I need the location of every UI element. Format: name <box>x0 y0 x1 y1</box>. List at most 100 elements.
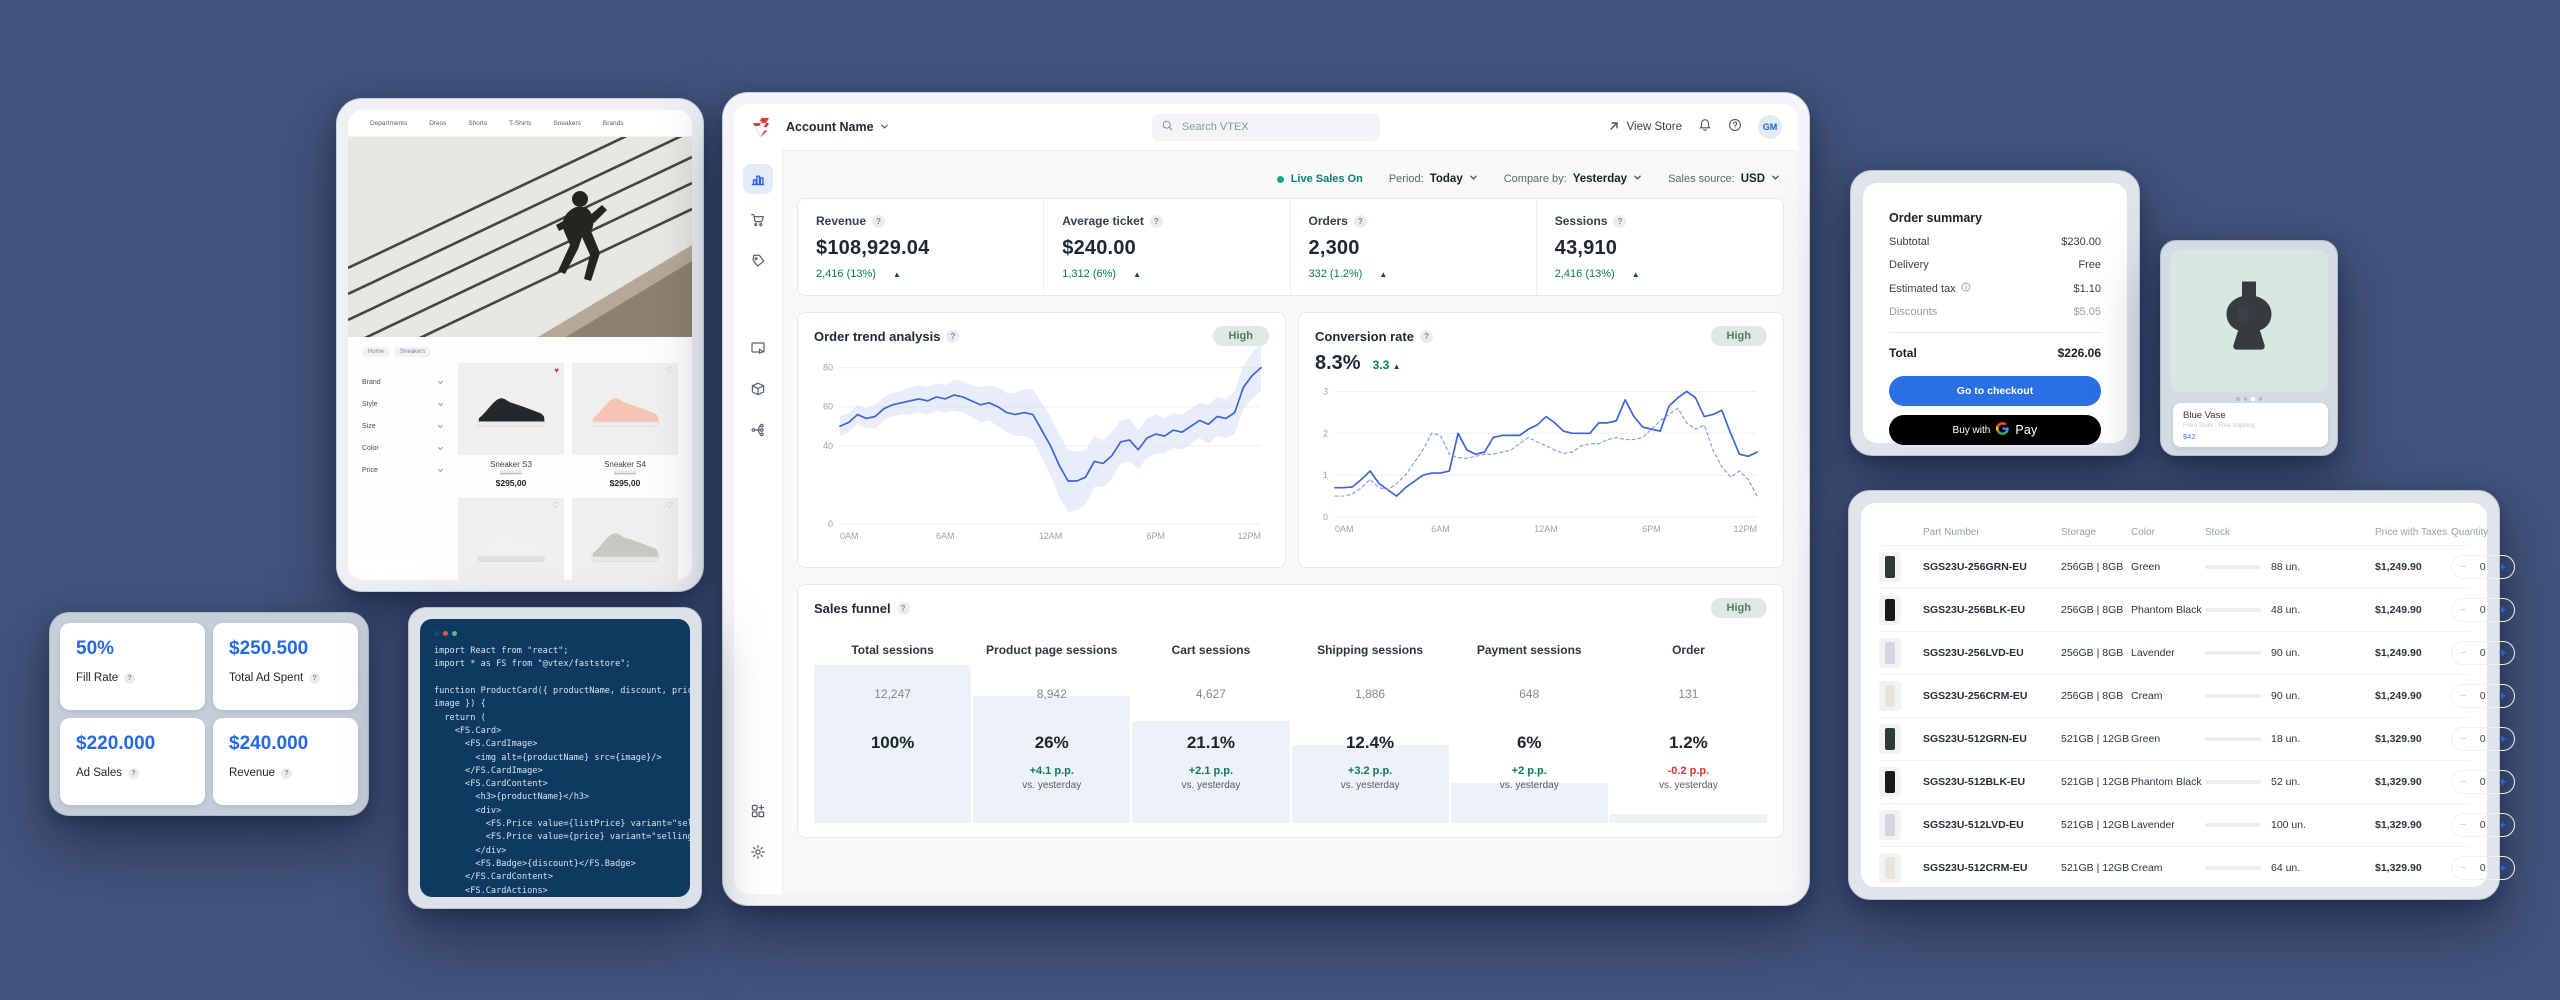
increase-quantity-button[interactable]: + <box>2498 603 2506 617</box>
quantity-stepper[interactable]: −0 + <box>2451 598 2515 622</box>
wishlist-heart-icon[interactable]: ♡ <box>665 366 673 375</box>
nav-item-tshirts[interactable]: T-Shirts <box>509 119 532 127</box>
catalog-box-icon[interactable] <box>743 374 773 404</box>
decrease-quantity-button[interactable]: − <box>2460 862 2467 874</box>
apps-add-icon[interactable] <box>743 796 773 826</box>
stock-cell: 88 un. <box>2205 561 2355 573</box>
search-input[interactable] <box>1180 120 1324 134</box>
nav-item-shorts[interactable]: Shorts <box>468 119 487 127</box>
product-card[interactable]: ♡ Sneaker S4 $390,00 $295,00 <box>572 363 678 488</box>
wishlist-heart-icon[interactable]: ♡ <box>551 501 559 510</box>
gpay-button[interactable]: Buy with Pay <box>1889 415 2101 445</box>
quantity-stepper[interactable]: −0 + <box>2451 770 2515 794</box>
stock-label: 48 un. <box>2271 604 2301 616</box>
filter-size[interactable]: Size <box>362 415 444 437</box>
filter-brand[interactable]: Brand <box>362 371 444 393</box>
quantity-stepper[interactable]: −0 + <box>2451 727 2515 751</box>
funnel-step-label: Order <box>1672 643 1705 657</box>
help-icon[interactable]: ? <box>1353 214 1367 228</box>
increase-quantity-button[interactable]: + <box>2498 689 2506 703</box>
carousel-dot[interactable] <box>2251 397 2255 401</box>
bell-icon[interactable] <box>1698 118 1712 137</box>
help-icon[interactable]: ? <box>281 767 293 779</box>
product-card[interactable]: ♡ <box>458 498 564 580</box>
carousel-dot[interactable] <box>2258 397 2262 401</box>
help-icon[interactable]: ? <box>1613 214 1627 228</box>
stock-cell: 100 un. <box>2205 819 2355 831</box>
help-icon[interactable]: ? <box>128 767 140 779</box>
quantity-stepper[interactable]: −0 + <box>2451 555 2515 579</box>
increase-quantity-button[interactable]: + <box>2498 861 2506 875</box>
wishlist-heart-filled-icon[interactable]: ♥ <box>554 366 559 375</box>
filter-price[interactable]: Price <box>362 459 444 481</box>
view-store-label: View Store <box>1626 121 1682 133</box>
funnel-step-percent: 6% <box>1516 733 1542 752</box>
filter-style[interactable]: Style <box>362 393 444 415</box>
quantity-stepper[interactable]: −0 + <box>2451 856 2515 880</box>
stock-bar-track <box>2205 694 2261 698</box>
help-icon[interactable]: ? <box>872 214 886 228</box>
stock-bar-track <box>2205 651 2261 655</box>
nav-item-sneakers[interactable]: Sneakers <box>553 119 581 127</box>
increase-quantity-button[interactable]: + <box>2498 732 2506 746</box>
increase-quantity-button[interactable]: + <box>2498 560 2506 574</box>
increase-quantity-button[interactable]: + <box>2498 818 2506 832</box>
increase-quantity-button[interactable]: + <box>2498 646 2506 660</box>
filter-color[interactable]: Color <box>362 437 444 459</box>
view-store-button[interactable]: View Store <box>1607 119 1682 136</box>
orders-cart-icon[interactable] <box>743 205 773 235</box>
product-info-card: Blue Vase From Store - Free shipping $42 <box>2173 403 2328 447</box>
nav-item-dress[interactable]: Dress <box>429 119 447 127</box>
decrease-quantity-button[interactable]: − <box>2460 819 2467 831</box>
quantity-stepper[interactable]: −0 + <box>2451 641 2515 665</box>
account-switcher[interactable]: Account Name <box>786 120 889 134</box>
help-icon[interactable] <box>1728 118 1742 137</box>
period-select[interactable]: Period: Today <box>1389 173 1478 185</box>
decrease-quantity-button[interactable]: − <box>2460 647 2467 659</box>
wishlist-heart-icon[interactable]: ♡ <box>665 501 673 510</box>
global-search[interactable] <box>1152 113 1380 141</box>
stock-cell: 52 un. <box>2205 776 2355 788</box>
promotions-tag-icon[interactable] <box>743 246 773 276</box>
carousel-dot[interactable] <box>2243 397 2247 401</box>
product-card[interactable]: ♡ <box>572 498 678 580</box>
help-icon[interactable]: ? <box>309 672 321 684</box>
nav-item-departments[interactable]: Departments <box>370 119 408 127</box>
avatar[interactable]: GM <box>1758 115 1782 139</box>
live-sales-toggle[interactable]: Live Sales On <box>1276 173 1363 185</box>
stock-label: 90 un. <box>2271 647 2301 659</box>
breadcrumb-chip[interactable]: Home <box>362 347 391 357</box>
storefront-media-icon[interactable] <box>743 333 773 363</box>
decrease-quantity-button[interactable]: − <box>2460 733 2467 745</box>
analytics-icon[interactable] <box>743 164 773 194</box>
help-icon[interactable]: ? <box>946 329 960 343</box>
filter-panel: Brand Style Size Color Price <box>362 371 444 481</box>
help-icon[interactable]: ? <box>896 601 910 615</box>
sales-source-select[interactable]: Sales source: USD <box>1668 173 1780 185</box>
help-icon[interactable]: ? <box>124 672 136 684</box>
help-icon[interactable]: ? <box>1149 214 1163 228</box>
kpi-delta: 2,416 (13%) ▲ <box>1554 268 1640 280</box>
increase-quantity-button[interactable]: + <box>2498 775 2506 789</box>
settings-gear-icon[interactable] <box>743 837 773 867</box>
help-icon[interactable]: ? <box>1419 329 1433 343</box>
funnel-step-label: Total sessions <box>851 643 934 657</box>
decrease-quantity-button[interactable]: − <box>2460 604 2467 616</box>
price-cell: $1,249.90 <box>2375 690 2422 702</box>
go-to-checkout-button[interactable]: Go to checkout <box>1889 376 2101 406</box>
carousel-dots[interactable] <box>2161 397 2337 401</box>
product-card[interactable]: ♥ Sneaker S3 $390,00 $295,00 <box>458 363 564 488</box>
decrease-quantity-button[interactable]: − <box>2460 776 2467 788</box>
breadcrumb-chip[interactable]: Sneakers <box>394 347 432 357</box>
integrations-icon[interactable] <box>743 415 773 445</box>
product-grid: ♥ Sneaker S3 $390,00 $295,00 ♡ Sneaker S4 $390… <box>458 363 678 580</box>
carousel-dot[interactable] <box>2236 397 2240 401</box>
decrease-quantity-button[interactable]: − <box>2460 690 2467 702</box>
thumbnail-cell <box>1879 552 1923 582</box>
compare-select[interactable]: Compare by: Yesterday <box>1504 173 1642 185</box>
nav-item-brands[interactable]: Brands <box>602 119 624 127</box>
quantity-stepper[interactable]: −0 + <box>2451 813 2515 837</box>
decrease-quantity-button[interactable]: − <box>2460 561 2467 573</box>
quantity-stepper[interactable]: −0 + <box>2451 684 2515 708</box>
